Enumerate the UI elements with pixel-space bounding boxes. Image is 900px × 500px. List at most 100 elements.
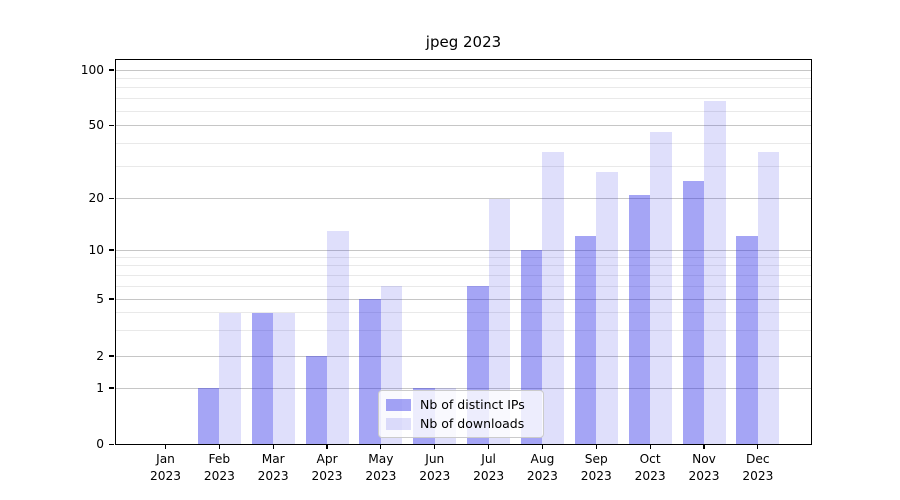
x-tick-dec	[757, 445, 759, 449]
legend-label-distinct-ips: Nb of distinct IPs	[420, 396, 525, 412]
x-tick-label-line: Sep	[584, 452, 608, 466]
bar-distinct-ips-oct	[628, 194, 651, 445]
bar-distinct-ips-apr	[305, 356, 328, 445]
y-tick-50	[109, 125, 114, 127]
x-tick-label-line: 2023	[526, 468, 558, 483]
x-tick-label-feb-2023: Feb 2023	[188, 451, 250, 484]
x-tick-label-dec-2023: Dec 2023	[727, 451, 789, 484]
y-tick-label-100: 100	[80, 62, 104, 77]
x-tick-label-may-2023: May 2023	[350, 451, 412, 484]
x-tick-jan	[164, 445, 167, 449]
bar-distinct-ips-nov	[682, 180, 704, 445]
y-tick-label-0: 0	[96, 437, 104, 451]
bar-downloads-mar	[273, 312, 295, 445]
gridline-minor-90	[116, 77, 811, 79]
bar-distinct-ips-mar	[251, 312, 274, 445]
x-tick-label-line: 2023	[365, 468, 397, 483]
x-tick-label-line: Oct	[639, 452, 661, 466]
gridline-minor-4	[116, 312, 811, 314]
bar-downloads-apr	[327, 230, 349, 445]
y-tick-5	[109, 298, 114, 300]
bar-distinct-ips-sep	[574, 236, 597, 445]
legend-item-downloads: Nb of downloads	[386, 416, 536, 432]
bar-distinct-ips-may	[359, 299, 381, 445]
x-tick-label-oct-2023: Oct 2023	[619, 451, 681, 484]
gridline-major-20	[116, 198, 811, 199]
x-tick-label-mar-2023: Mar 2023	[242, 451, 304, 484]
x-tick-label-line: 2023	[149, 468, 182, 483]
x-tick-label-line: 2023	[419, 468, 451, 483]
x-tick-label-line: Dec	[746, 452, 770, 466]
gridline-minor-60	[116, 110, 811, 112]
x-tick-label-jan-2023: Jan 2023	[135, 451, 197, 484]
gridline-major-50	[116, 125, 811, 127]
gridline-major-2	[116, 355, 811, 357]
gridline-minor-70	[116, 98, 811, 100]
y-tick-label-1: 1	[96, 380, 104, 395]
gridline-minor-6	[116, 285, 811, 287]
y-tick-0	[109, 443, 114, 446]
x-tick-oct	[649, 445, 651, 449]
x-tick-label-line: 2023	[311, 468, 343, 483]
x-tick-label-line: 2023	[634, 468, 666, 483]
x-tick-label-line: Aug	[530, 452, 555, 466]
x-tick-label-line: 2023	[473, 468, 505, 483]
bar-downloads-jul	[488, 198, 511, 445]
x-tick-feb	[218, 445, 220, 449]
x-tick-label-line: Apr	[316, 452, 338, 466]
y-tick-label-20: 20	[88, 191, 104, 205]
x-tick-label-line: Jul	[481, 452, 496, 466]
y-tick-label-50: 50	[88, 118, 104, 133]
x-tick-mar	[272, 445, 274, 449]
gridline-major-10	[116, 249, 811, 251]
x-tick-label-jul-2023: Jul 2023	[458, 451, 520, 484]
y-tick-1	[109, 387, 114, 389]
gridline-minor-7	[116, 274, 811, 276]
x-tick-label-line: 2023	[688, 468, 720, 483]
x-tick-label-line: 2023	[257, 468, 289, 483]
y-tick-100	[109, 69, 114, 71]
x-tick-label-sep-2023: Sep 2023	[565, 451, 627, 484]
chart-title: jpeg 2023	[425, 33, 502, 51]
bar-distinct-ips-feb	[197, 388, 220, 445]
y-tick-10	[109, 249, 114, 251]
legend-swatch-distinct-ips	[386, 398, 411, 411]
x-tick-label-line: 2023	[742, 468, 774, 483]
gridline-minor-30	[116, 165, 811, 167]
gridline-major-1	[116, 387, 811, 389]
x-tick-nov	[703, 445, 705, 449]
gridline-major-5	[116, 298, 811, 300]
x-tick-label-line: Jun	[425, 452, 445, 466]
legend-swatch-downloads	[386, 417, 411, 430]
y-tick-20	[109, 197, 114, 200]
gridline-major-100	[116, 69, 811, 71]
bar-downloads-feb	[219, 312, 241, 445]
x-tick-label-jun-2023: Jun 2023	[404, 451, 466, 484]
y-tick-2	[109, 355, 114, 357]
y-tick-label-2: 2	[96, 348, 104, 363]
y-tick-label-10: 10	[88, 242, 104, 257]
x-tick-apr	[326, 445, 328, 449]
bar-downloads-dec	[757, 151, 780, 445]
x-tick-jul	[488, 445, 490, 449]
x-tick-label-aug-2023: Aug 2023	[511, 451, 573, 484]
legend-label-downloads: Nb of downloads	[420, 415, 525, 431]
x-tick-may	[380, 445, 382, 449]
x-tick-label-line: May	[368, 452, 394, 466]
legend-item-distinct-ips: Nb of distinct IPs	[386, 397, 536, 413]
x-tick-label-line: 2023	[580, 468, 612, 483]
x-tick-jun	[434, 445, 436, 449]
x-tick-label-nov-2023: Nov 2023	[673, 451, 735, 484]
gridline-minor-9	[116, 256, 811, 258]
legend: Nb of distinct IPs Nb of downloads	[378, 390, 544, 438]
gridline-minor-40	[116, 142, 811, 144]
x-tick-label-line: Feb	[208, 452, 231, 466]
gridline-minor-3	[116, 330, 811, 332]
bar-downloads-oct	[650, 132, 672, 445]
x-tick-label-line: Jan	[156, 452, 175, 466]
x-tick-sep	[595, 445, 597, 449]
y-tick-label-5: 5	[96, 291, 104, 306]
gridline-minor-8	[116, 265, 811, 267]
x-tick-label-line: Nov	[692, 452, 716, 466]
